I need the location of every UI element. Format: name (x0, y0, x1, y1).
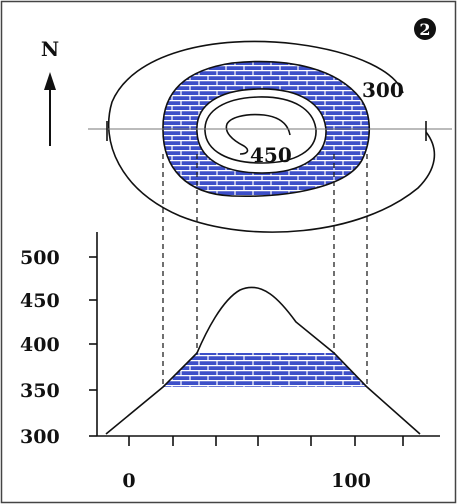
north-arrow: N (41, 37, 59, 146)
contour-400 (196, 88, 327, 174)
contour-300 (107, 40, 436, 233)
cross-section-profile: 500 450 400 350 300 0 100 (20, 232, 440, 492)
y-tick-300: 300 (20, 426, 60, 448)
contour-label-300: 300 (362, 78, 404, 102)
contour-450 (225, 113, 291, 155)
projection-lines (162, 154, 368, 384)
contour-350 (162, 60, 371, 198)
y-tick-500: 500 (20, 247, 60, 269)
x-tick-0: 0 (122, 470, 135, 492)
y-tick-400: 400 (20, 334, 60, 356)
terrain-profile-line (105, 286, 421, 435)
y-tick-350: 350 (20, 380, 60, 402)
contour-map: 300 450 (88, 40, 452, 233)
north-arrow-head-icon (44, 72, 56, 90)
north-label: N (41, 37, 59, 61)
rock-layer-profile (163, 353, 367, 387)
y-tick-450: 450 (20, 290, 60, 312)
figure-number: 2 (419, 20, 430, 39)
contour-label-450: 450 (250, 143, 292, 167)
figure-number-badge: 2 (414, 18, 436, 40)
contour-400b (204, 96, 317, 164)
x-tick-100: 100 (331, 470, 371, 492)
